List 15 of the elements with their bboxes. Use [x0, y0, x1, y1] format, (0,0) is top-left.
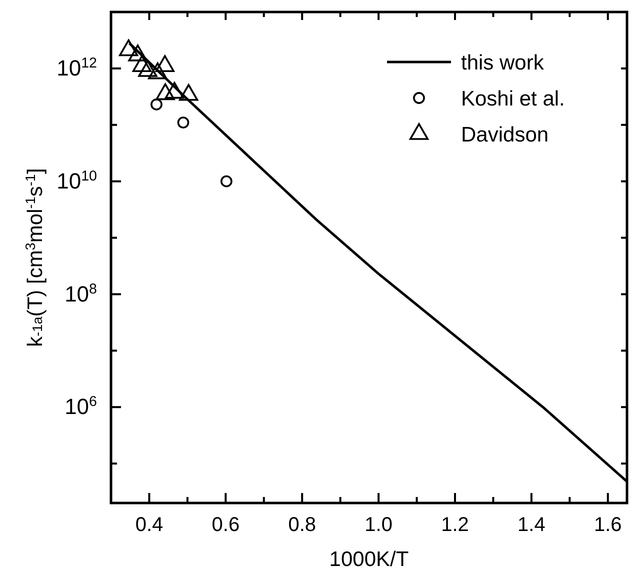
x-tick-label: 0.8 [288, 514, 316, 536]
legend-label: this work [461, 51, 544, 74]
y-tick-label: 10$^{12}$ [56, 55, 98, 80]
x-tick-label: 0.6 [212, 514, 240, 536]
x-axis-title: 1000K/T [329, 548, 409, 571]
y-tick-label: 10$^{10}$ [56, 168, 98, 194]
x-tick-label: 1.4 [518, 514, 546, 536]
y-tick-label: 10$^{8}$ [64, 281, 98, 306]
legend-label: Davidson [461, 123, 549, 146]
legend-label: Koshi et al. [461, 87, 565, 110]
y-tick-label: 10$^{6}$ [64, 394, 98, 420]
x-tick-label: 1.2 [441, 514, 469, 536]
x-tick-label: 0.4 [135, 514, 164, 536]
x-tick-label: 1.6 [594, 514, 622, 536]
x-tick-label: 1.0 [364, 514, 392, 536]
